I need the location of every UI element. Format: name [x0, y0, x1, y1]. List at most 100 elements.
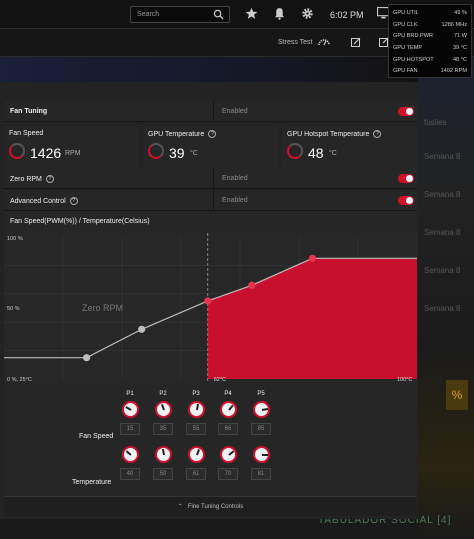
curve-point: [248, 281, 256, 289]
control-point-p2: P2 35 50: [152, 391, 174, 480]
search-icon[interactable]: [213, 9, 224, 20]
fan-curve-chart[interactable]: 100 % 50 % 0 %, 25°C Zero RPM 62°C 100°C: [4, 233, 417, 383]
background-percent-badge: %: [446, 380, 468, 410]
overlay-row: GPU UTIL 49 %: [393, 8, 467, 20]
gpu-hotspot-unit: °C: [329, 150, 337, 157]
fan-speed-knob[interactable]: [252, 401, 270, 418]
origin-label: 0 %, 25°C: [7, 377, 32, 383]
fan-speed-value: 1426: [30, 145, 62, 161]
fan-speed-knob[interactable]: [154, 401, 172, 418]
zero-rpm-row: Zero RPM? Enabled: [4, 168, 417, 189]
overlay-value: 48 °C: [452, 56, 467, 63]
help-icon[interactable]: ?: [208, 130, 217, 138]
clock: 6:02 PM: [330, 10, 364, 20]
temperature-value-box[interactable]: 40: [120, 468, 140, 480]
background-label: Semana 8: [424, 152, 461, 161]
curve-point: [308, 254, 316, 262]
y-top-label: 100 %: [7, 236, 23, 242]
gpu-metrics-overlay: GPU UTIL 49 % GPU CLK 1286 MHz GPU BRD PWR…: [388, 4, 472, 78]
temperature-value-box[interactable]: 70: [218, 468, 238, 480]
fan-speed-value-box[interactable]: 35: [153, 423, 173, 435]
help-icon[interactable]: ?: [373, 130, 382, 138]
speedometer-icon[interactable]: [318, 37, 330, 47]
help-icon[interactable]: ?: [69, 197, 78, 205]
temperature-value-box[interactable]: 61: [186, 468, 206, 480]
zero-rpm-toggle[interactable]: [398, 174, 414, 183]
curve-point: [204, 297, 212, 305]
background-label: Semana 8: [424, 190, 461, 199]
gpu-temp-title: GPU Temperature?: [148, 130, 217, 138]
fan-curve-svg[interactable]: 100 % 50 % 0 %, 25°C Zero RPM 62°C 100°C: [4, 233, 417, 383]
temperature-knob[interactable]: [219, 446, 237, 463]
fan-speed-value-box[interactable]: 55: [186, 423, 206, 435]
gpu-hotspot-title: GPU Hotspot Temperature?: [287, 130, 382, 138]
temperature-value-box[interactable]: 50: [153, 468, 173, 480]
help-icon[interactable]: ?: [45, 175, 54, 183]
star-icon[interactable]: [245, 7, 258, 20]
advanced-control-row: Advanced Control? Enabled: [4, 190, 417, 211]
threshold-label: 62°C: [214, 377, 226, 383]
advanced-control-status: Enabled: [222, 197, 248, 204]
divider: [213, 190, 214, 211]
overlay-value: 1402 RPM: [440, 68, 467, 75]
gpu-hotspot-title-text: GPU Hotspot Temperature: [287, 130, 370, 138]
fan-speed-value-box[interactable]: 85: [251, 423, 271, 435]
fan-tuning-toggle[interactable]: [398, 107, 414, 116]
overlay-row: GPU BRD PWR 71 W: [393, 31, 467, 43]
gpu-hotspot-metric: GPU Hotspot Temperature? 48 °C: [282, 126, 417, 168]
spacer: [152, 435, 174, 446]
search-input[interactable]: Search: [130, 6, 230, 23]
max-temp-label: 100°C: [397, 377, 412, 383]
overlay-row: GPU CLK 1286 MHz: [393, 20, 467, 32]
overlay-value: 1286 MHz: [441, 21, 468, 28]
gpu-hotspot-value: 48: [308, 145, 324, 161]
fan-speed-knob[interactable]: [121, 401, 139, 418]
fan-speed-knob[interactable]: [187, 401, 205, 418]
temperature-knob[interactable]: [154, 446, 172, 463]
advanced-control-toggle[interactable]: [398, 196, 414, 205]
fan-speed-value-box[interactable]: 66: [218, 423, 238, 435]
control-point-p1: P1 15 40: [119, 391, 141, 480]
overlay-label: GPU UTIL: [393, 10, 419, 16]
background-label: Semana 8: [424, 304, 461, 313]
zero-rpm-label: Zero RPM?: [10, 175, 54, 183]
gpu-temp-unit: °C: [190, 150, 198, 157]
point-label: P4: [224, 391, 232, 397]
background-tabulador: TABULADOR SOCIAL [4]: [318, 515, 452, 526]
advanced-control-label-text: Advanced Control: [10, 197, 66, 205]
metrics-row: Fan Speed 1426 RPM GPU Temperature? 39 °…: [4, 126, 417, 168]
stress-test-label[interactable]: Stress Test: [278, 39, 313, 46]
spacer: [250, 435, 272, 446]
fan-speed-value-box[interactable]: 15: [120, 423, 140, 435]
temperature-knob[interactable]: [187, 446, 205, 463]
background-label: fusiles: [424, 118, 447, 127]
fan-curve-area: [207, 258, 417, 379]
background-strip: [418, 57, 474, 539]
temperature-knob[interactable]: [252, 446, 270, 463]
spacer: [119, 435, 141, 446]
temperature-row-label: Temperature: [72, 479, 112, 486]
gpu-temp-value: 39: [169, 145, 185, 161]
spacer: [185, 435, 207, 446]
overlay-row: GPU TEMP 39 °C: [393, 43, 467, 55]
edit-icon[interactable]: [351, 37, 361, 47]
gpu-temp-metric: GPU Temperature? 39 °C: [143, 126, 278, 168]
overlay-label: GPU FAN: [393, 68, 418, 75]
curve-point: [138, 325, 146, 333]
fine-tuning-controls[interactable]: ⌃ Fine Tuning Controls: [4, 496, 417, 516]
point-label: P5: [257, 391, 265, 397]
gear-icon[interactable]: [301, 7, 314, 20]
overlay-row: GPU HOTSPOT 48 °C: [393, 55, 467, 67]
divider: [213, 101, 214, 122]
fan-speed-knob[interactable]: [219, 401, 237, 418]
temperature-value-box[interactable]: 81: [251, 468, 271, 480]
temperature-knob[interactable]: [121, 446, 139, 463]
point-label: P1: [126, 391, 134, 397]
export-icon[interactable]: [379, 37, 389, 47]
zero-rpm-chart-label: Zero RPM: [82, 303, 123, 313]
fan-speed-title: Fan Speed: [9, 130, 44, 137]
fan-curve-points: [83, 254, 316, 362]
fan-speed-row-label: Fan Speed: [79, 433, 114, 440]
bell-icon[interactable]: [273, 7, 286, 20]
control-points: Fan Speed Temperature P1 15 40 P2 35 50 P3 55 61…: [4, 383, 417, 496]
